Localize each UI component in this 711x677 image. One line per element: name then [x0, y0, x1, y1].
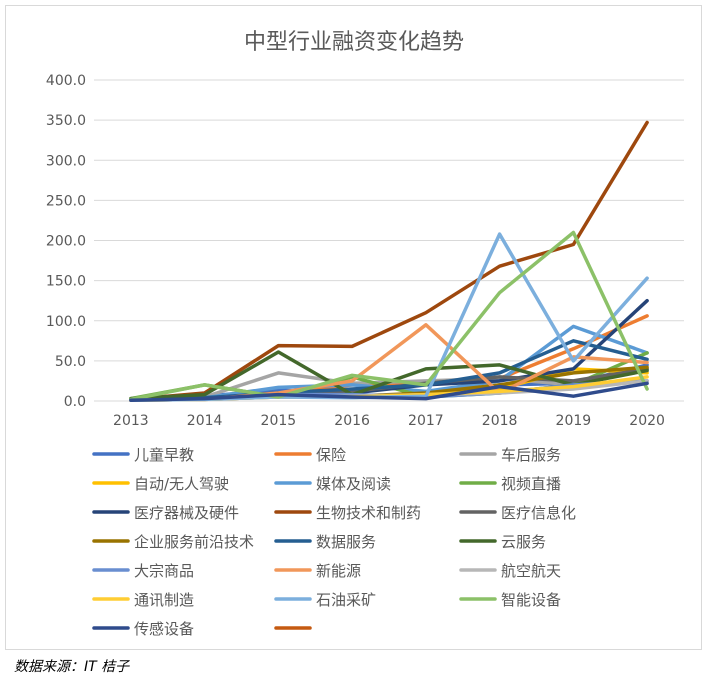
y-tick-label: 200.0 [46, 234, 86, 250]
y-tick-label: 300.0 [46, 153, 86, 169]
y-tick-label: 0.0 [64, 394, 86, 410]
legend-label: 自动/无人驾驶 [134, 475, 229, 493]
legend-label: 新能源 [316, 562, 361, 580]
legend-label: 保险 [316, 446, 346, 464]
legend-label: 航空航天 [501, 562, 561, 580]
chart-svg: 中型行业融资变化趋势 0.0 50.0 100.0 150.0 200.0 250.0 30… [46, 30, 684, 638]
series-lines [129, 120, 649, 402]
y-tick-label: 50.0 [55, 354, 86, 370]
legend-label: 医疗信息化 [501, 504, 576, 522]
x-axis-tick-labels: 2013 2014 2015 2016 2017 2018 2019 2020 [113, 413, 665, 429]
legend-label: 车后服务 [501, 446, 561, 464]
x-tick-label: 2016 [334, 413, 370, 429]
legend-label: 生物技术和制药 [316, 504, 421, 522]
series-line-16 [129, 232, 649, 402]
y-tick-label: 250.0 [46, 193, 86, 209]
chart-frame: 中型行业融资变化趋势 0.0 50.0 100.0 150.0 200.0 250.0 30… [5, 5, 702, 650]
series-line-17 [129, 230, 649, 402]
x-tick-label: 2017 [408, 413, 444, 429]
y-axis-tick-labels: 0.0 50.0 100.0 150.0 200.0 250.0 300.0 350.0 400… [46, 73, 86, 410]
legend-label: 医疗器械及硬件 [134, 504, 239, 522]
source-note: 数据来源：IT 桔子 [14, 659, 130, 675]
legend-label: 云服务 [501, 533, 546, 551]
legend-label: 通讯制造 [134, 591, 194, 609]
x-tick-label: 2014 [187, 413, 223, 429]
x-tick-label: 2013 [113, 413, 149, 429]
legend-label: 大宗商品 [134, 562, 194, 580]
x-tick-label: 2019 [556, 413, 592, 429]
series-line-18 [129, 381, 649, 402]
y-tick-label: 150.0 [46, 274, 86, 290]
grid-lines [94, 79, 684, 402]
legend-label: 石油采矿 [316, 591, 376, 609]
y-tick-label: 400.0 [46, 73, 86, 89]
legend-label: 儿童早教 [134, 446, 194, 464]
x-tick-label: 2020 [629, 413, 665, 429]
y-tick-label: 100.0 [46, 314, 86, 330]
legend-label: 传感设备 [134, 620, 194, 638]
legend-label: 智能设备 [501, 591, 561, 609]
legend-label: 视频直播 [501, 475, 561, 493]
y-tick-label: 350.0 [46, 113, 86, 129]
x-tick-label: 2018 [482, 413, 518, 429]
x-tick-label: 2015 [261, 413, 297, 429]
chart-title: 中型行业融资变化趋势 [244, 30, 464, 55]
legend-label: 媒体及阅读 [316, 475, 391, 493]
series-line-7 [129, 120, 649, 402]
legend-label: 企业服务前沿技术 [134, 533, 254, 551]
legend-label: 数据服务 [316, 533, 376, 551]
